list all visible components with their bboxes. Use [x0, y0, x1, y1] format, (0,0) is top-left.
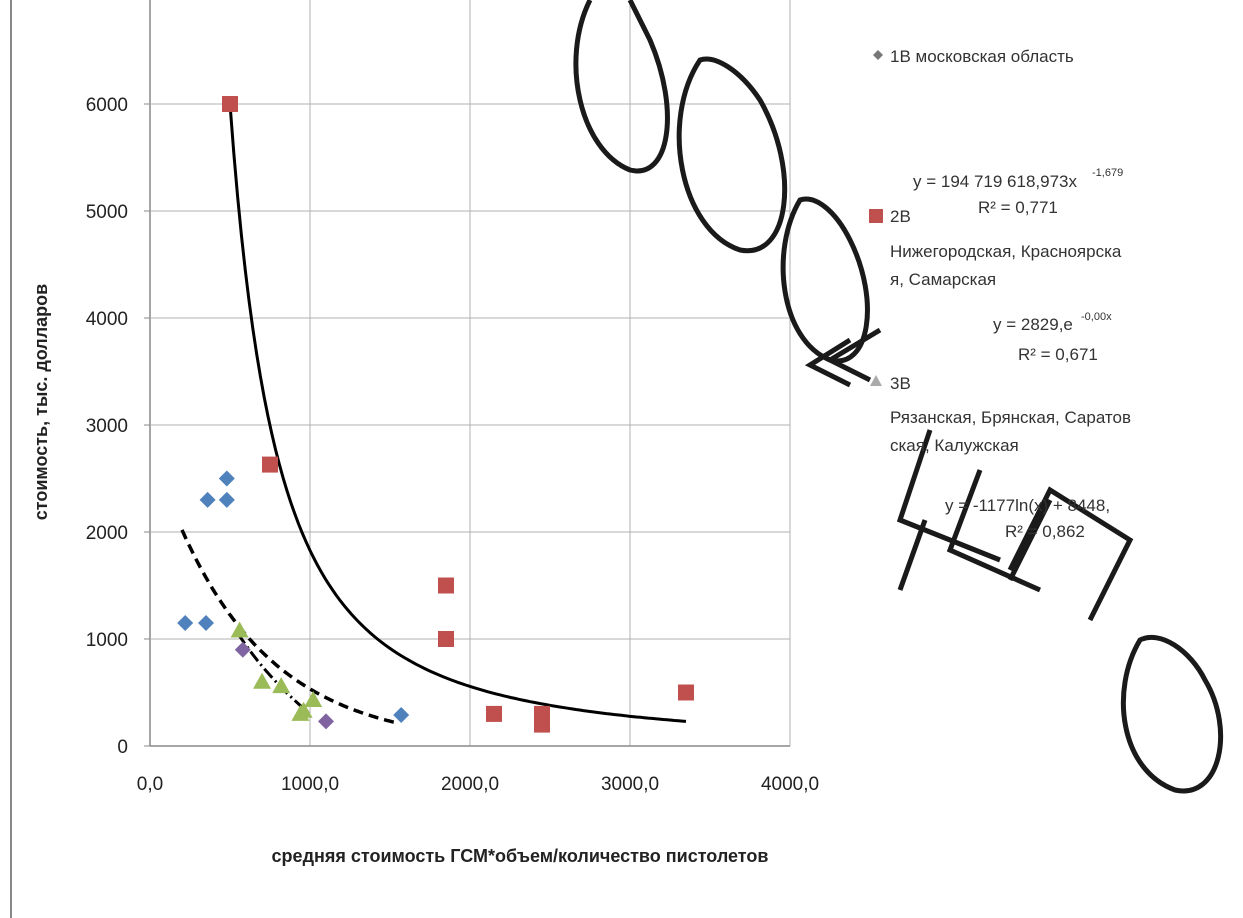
x-tick-label: 1000,0	[281, 774, 339, 795]
point-square	[678, 684, 694, 701]
x-axis-title: средняя стоимость ГСМ*объем/количество п…	[272, 846, 769, 866]
point-triangle	[272, 677, 291, 694]
y-tick-label: 3000	[86, 416, 128, 437]
legend-square-icon	[869, 209, 883, 223]
watermark-stroke	[824, 327, 882, 383]
point-triangle	[253, 672, 271, 689]
legend-series-2-line3: я, Самарская	[890, 270, 996, 289]
watermark-stroke	[780, 196, 870, 364]
point-square	[438, 631, 454, 647]
y-tick-label: 1000	[86, 630, 128, 651]
watermark	[573, 0, 1224, 794]
legend-series-1-label: 1В московская область	[890, 47, 1074, 66]
watermark-stroke	[1121, 634, 1224, 794]
point-diamond	[177, 614, 194, 631]
trend-1-equation: y = 194 719 618,973x	[913, 172, 1077, 191]
point-triangle	[304, 690, 323, 707]
point-square	[222, 96, 238, 112]
trendline-logarithmic	[236, 632, 311, 716]
point-diamond	[234, 641, 251, 658]
watermark-stroke	[1007, 486, 1134, 622]
point-diamond	[218, 470, 235, 487]
legend-series-3-line2: Рязанская, Брянская, Саратов	[890, 408, 1131, 427]
trendline-power	[228, 103, 687, 723]
data-points	[177, 96, 694, 733]
trendlines	[180, 103, 687, 726]
point-diamond	[318, 713, 334, 730]
trend-3-equation: y = -1177ln(x) + 8448,	[945, 496, 1110, 515]
legend-series-3-line3: ская, Калужская	[890, 436, 1019, 455]
point-square	[438, 577, 454, 594]
x-tick-label: 0,0	[137, 774, 163, 795]
point-diamond	[218, 491, 235, 508]
watermark-stroke	[676, 56, 788, 254]
left-frame-border	[10, 0, 12, 918]
trend-3-r2: R² = 0,862	[1005, 522, 1085, 541]
y-tick-label: 0	[117, 737, 128, 758]
y-tick-label: 2000	[86, 523, 128, 544]
legend-series-2-label: 2В	[890, 207, 911, 226]
y-tick-label: 4000	[86, 309, 128, 330]
y-tick-label: 6000	[86, 95, 128, 116]
x-tick-label: 4000,0	[761, 774, 819, 795]
point-diamond	[393, 706, 410, 723]
tick-labels: 0,0 1000,0 2000,0 3000,0 4000,0 0 1000 2000 3000…	[86, 95, 819, 795]
legend-diamond-icon	[873, 50, 883, 60]
trendline-exponential	[180, 529, 400, 726]
y-axis-title: стоимость, тыс. долларов	[31, 284, 51, 521]
legend-series-2-line2: Нижегородская, Красноярска	[890, 242, 1122, 261]
watermark-stroke	[804, 337, 852, 388]
watermark-stroke	[573, 0, 670, 174]
trend-1-r2: R² = 0,771	[978, 198, 1058, 217]
x-tick-label: 3000,0	[601, 774, 659, 795]
legend: 1В московская область y = 194 719 618,97…	[869, 47, 1131, 541]
point-square	[262, 456, 278, 473]
trend-2-r2: R² = 0,671	[1018, 345, 1098, 364]
x-tick-label: 2000,0	[441, 774, 499, 795]
point-triangle	[230, 621, 249, 638]
point-square	[486, 705, 502, 722]
trend-2-exponent: -0,00x	[1081, 311, 1112, 323]
trend-1-exponent: -1,679	[1092, 167, 1123, 179]
legend-series-3-label: 3В	[890, 374, 911, 393]
point-diamond	[198, 614, 214, 631]
point-triangle	[294, 701, 313, 718]
trend-2-equation: y = 2829,e	[993, 315, 1073, 334]
legend-triangle-icon	[870, 375, 882, 386]
point-square	[534, 716, 550, 733]
y-tick-label: 5000	[86, 202, 128, 223]
point-diamond	[199, 491, 216, 508]
